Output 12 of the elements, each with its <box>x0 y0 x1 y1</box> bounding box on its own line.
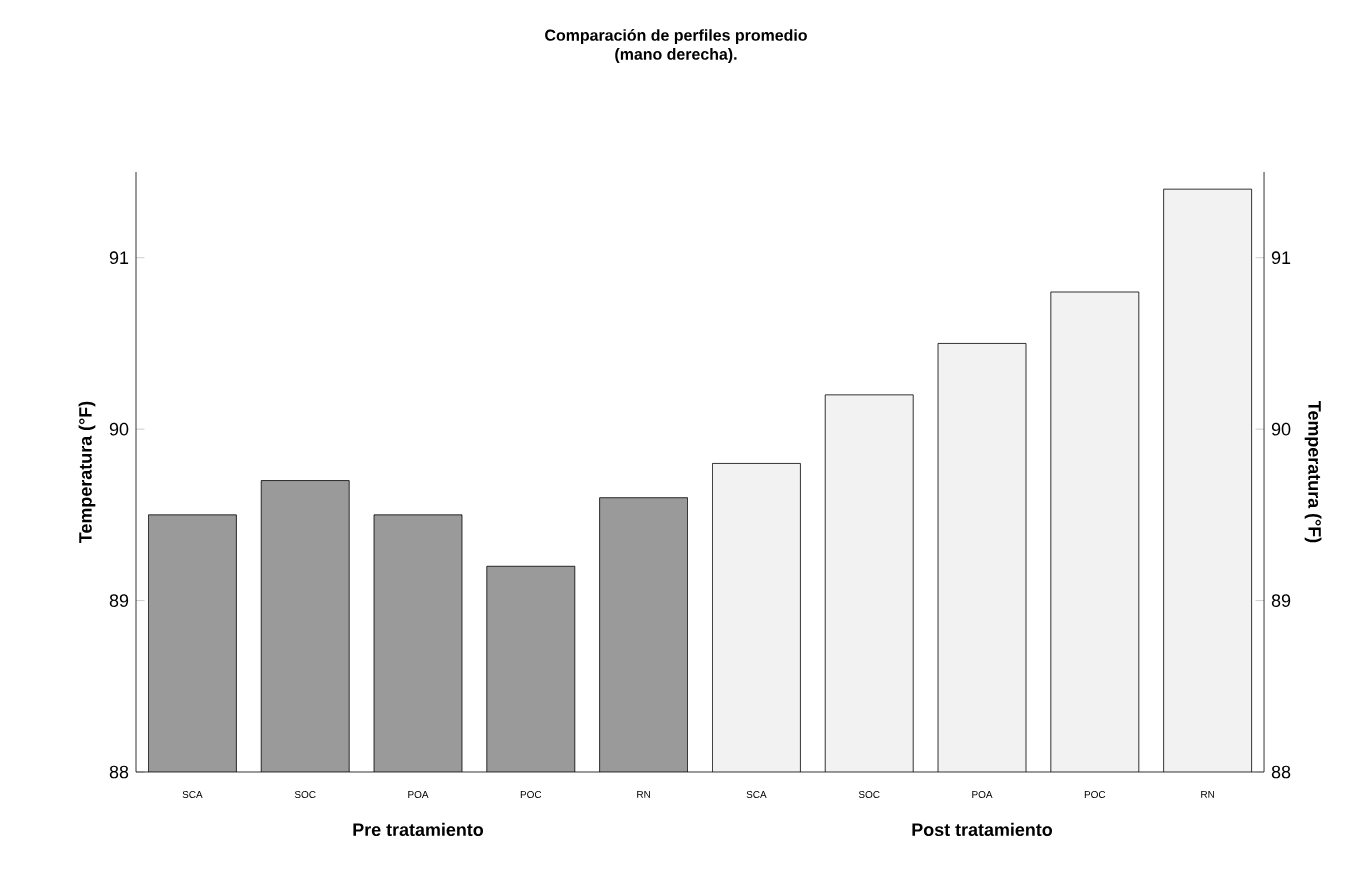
y-axis-title: Temperatura (°F) <box>78 401 96 543</box>
y-tick-label: 89 <box>109 594 129 607</box>
text: Pre tratamiento <box>353 822 484 837</box>
y2-tick-label: 89 <box>1271 594 1291 607</box>
y-tick-label: 88 <box>109 765 129 779</box>
y2-axis-title: Temperatura (°F) <box>1304 401 1322 543</box>
y2-tick-label: 91 <box>1271 251 1291 265</box>
y-tick-label: 90 <box>109 422 129 436</box>
y2-tick-label: 90 <box>1271 422 1291 436</box>
text: Post tratamiento <box>912 822 1053 837</box>
y-tick-label: 91 <box>109 251 129 265</box>
y2-tick-label: 88 <box>1271 765 1291 779</box>
